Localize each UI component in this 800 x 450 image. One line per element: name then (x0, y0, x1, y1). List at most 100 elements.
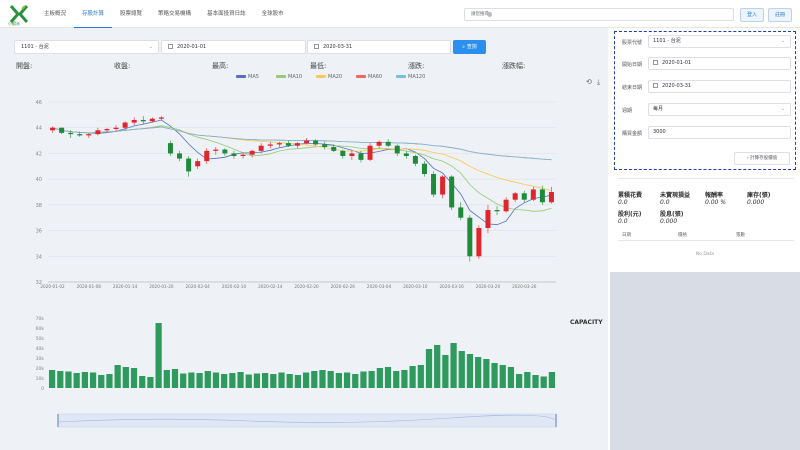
amount-value: 3000 (653, 129, 666, 135)
volume-bar (237, 372, 244, 388)
side-end-date-input[interactable]: 2020-03-31 (648, 80, 791, 93)
volume-bar (188, 372, 195, 388)
kpi-dividend-title: 股利(元) (618, 211, 642, 218)
candle-body (494, 210, 500, 212)
legend-swatch (316, 75, 326, 78)
zoom-handle-left[interactable] (57, 414, 59, 427)
amount-input[interactable]: 3000 (648, 126, 791, 139)
stat-low: 最低: (310, 62, 327, 70)
volume-y-tick: 20k (36, 366, 45, 372)
nav-item[interactable]: 全球股市 (261, 11, 284, 17)
x-tick-label: 2020-02-04 (186, 284, 211, 289)
calendar-icon (653, 60, 658, 65)
search-input[interactable]: 請您搜尋 (464, 8, 734, 21)
calculate-button[interactable]: › 計算存股價值 (734, 152, 790, 165)
y-tick-label: 46 (36, 100, 42, 106)
volume-bar (516, 374, 523, 388)
volume-bar (106, 374, 113, 388)
login-button[interactable]: 登入 (740, 8, 764, 22)
volume-bar (302, 372, 310, 388)
candle-body (249, 150, 255, 155)
candle-body (140, 120, 146, 122)
volume-bar (507, 367, 515, 388)
candle-body (530, 189, 536, 200)
candle-body (59, 127, 65, 133)
volume-bar (245, 374, 252, 388)
register-button[interactable]: 註冊 (768, 8, 792, 22)
logo-icon[interactable] (8, 3, 30, 25)
top-navbar: 小蝦米 主板概況 存股計算 股票總覽 策略交易機構 基本面投資日誌 全球股市 請… (0, 0, 800, 28)
end-date-input[interactable]: 2020-03-31 (307, 40, 451, 54)
volume-bar (548, 372, 556, 388)
x-tick-label: 2020-02-14 (258, 284, 283, 289)
candle-body (512, 193, 518, 200)
ma-line-ma5 (52, 119, 552, 226)
candle-body (367, 145, 373, 160)
kpi-return-title: 報酬率 (705, 192, 724, 199)
candle-body (113, 127, 119, 129)
table-header-price: 價格 (678, 233, 687, 238)
candle-body (476, 228, 482, 257)
stock-select-value: 1101 - 台泥 (21, 44, 49, 50)
search-clear-icon[interactable] (487, 12, 492, 17)
candle-body (276, 143, 282, 145)
volume-bar (319, 370, 326, 388)
candle-body (204, 150, 210, 162)
candle-body (213, 149, 219, 151)
nav-item[interactable]: 策略交易機構 (158, 11, 192, 17)
y-tick-label: 34 (36, 254, 42, 260)
nav-item-active[interactable]: 存股計算 (74, 0, 113, 28)
volume-bar (483, 359, 490, 388)
y-tick-label: 42 (36, 151, 42, 157)
volume-bar (442, 355, 449, 388)
query-button[interactable]: ⌕ 查詢 (453, 40, 486, 54)
kpi-stock-dividend-title: 股息(張) (660, 211, 684, 218)
x-tick-label: 2020-03-20 (476, 284, 501, 289)
volume-bar (368, 371, 375, 388)
nav-item[interactable]: 股票總覽 (120, 11, 143, 17)
legend-swatch (236, 75, 246, 78)
volume-bar (376, 368, 383, 388)
candle-body (222, 149, 228, 154)
stock-code-label: 股票代號 (622, 40, 643, 46)
legend-label: MA20 (328, 74, 342, 80)
nav-item[interactable]: 主板概況 (44, 11, 67, 17)
volume-bar (286, 374, 293, 388)
candle-body (77, 134, 83, 136)
volume-bar (262, 373, 269, 388)
start-date-label: 開始日期 (622, 62, 643, 68)
stock-code-select[interactable]: 1101 - 台泥 ⌄ (648, 35, 791, 48)
volume-bar (73, 373, 80, 388)
main-content: 1101 - 台泥 ⌄ 2020-01-01 2020-03-31 ⌕ 查詢 開… (0, 28, 608, 450)
candle-body (267, 144, 273, 146)
candle-body (322, 144, 328, 147)
kpi-unrealized-value: 0.0 (660, 199, 670, 206)
candle-body (394, 145, 400, 154)
calendar-icon (168, 44, 173, 49)
stock-code-value: 1101 - 台泥 (653, 38, 681, 44)
start-date-value: 2020-01-01 (177, 44, 207, 50)
nav-item[interactable]: 基本面投資日誌 (207, 11, 246, 17)
stat-change-pct: 漲跌幅: (502, 62, 526, 70)
y-tick-label: 38 (36, 203, 42, 209)
period-select[interactable]: 每月 ⌄ (648, 103, 791, 116)
candle-body (412, 156, 418, 164)
volume-bar (229, 373, 236, 388)
legend-label: MA5 (248, 74, 259, 80)
volume-bar (212, 372, 220, 388)
x-tick-label: 2020-02-20 (294, 284, 319, 289)
stat-close: 收盤: (114, 62, 131, 70)
candle-body (158, 117, 164, 119)
stat-high: 最高: (212, 62, 229, 70)
candle-body (68, 132, 74, 135)
chevron-down-icon: ⌄ (780, 106, 785, 112)
stock-select[interactable]: 1101 - 台泥 ⌄ (14, 40, 159, 54)
start-date-input[interactable]: 2020-01-01 (161, 40, 306, 54)
zoom-handle-right[interactable] (555, 414, 557, 427)
legend-label: MA10 (288, 74, 302, 80)
volume-bar (409, 366, 416, 388)
y-tick-label: 32 (36, 280, 42, 286)
stock-chart[interactable]: MA5 MA10 MA20 MA60 MA120 ⟲ ⤓ 32 34 36 38 40 42 44 46 20… (0, 28, 608, 450)
volume-bar (499, 365, 506, 388)
side-start-date-input[interactable]: 2020-01-01 (648, 57, 791, 70)
